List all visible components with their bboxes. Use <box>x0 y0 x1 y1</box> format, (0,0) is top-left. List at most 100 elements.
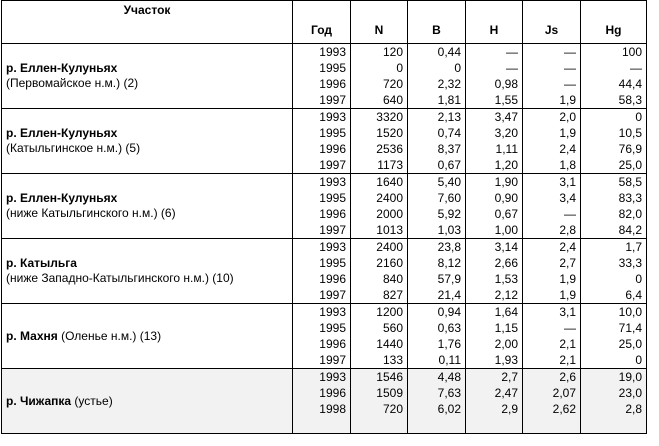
value-h: 3,47 <box>494 110 518 124</box>
value-h: 2,47 <box>494 386 518 400</box>
value-js: 1,9 <box>559 126 576 140</box>
value-h: 1,15 <box>494 321 518 335</box>
value-js: 2,7 <box>559 256 576 270</box>
col-b: 0,44 0 2,32 1,81 <box>407 43 466 109</box>
value-year: 1996 <box>319 272 346 286</box>
site-cell: р. Еллен-Кулуньях (Катыльгинское н.м.) (5… <box>1 108 293 174</box>
value-hg: 58,3 <box>618 93 642 107</box>
col-year: 1993 1995 1996 1997 <box>292 43 351 109</box>
data-table: Участок Год N B H Js Hg р. Еллен-Кулунья… <box>1 0 647 434</box>
value-js: — <box>564 321 576 335</box>
value-hg: 84,2 <box>618 223 642 237</box>
value-hg: 6,4 <box>625 288 642 302</box>
value-h: 2,12 <box>494 288 518 302</box>
value-js: 1,9 <box>559 272 576 286</box>
col-hg: 58,5 83,3 82,0 84,2 <box>580 173 647 239</box>
value-h: 1,64 <box>494 305 518 319</box>
value-year: 1997 <box>319 158 346 172</box>
river-name: р. Еллен-Кулуньях <box>6 61 118 75</box>
header-b: B <box>407 0 466 44</box>
value-js: 3,4 <box>559 191 576 205</box>
value-hg: 1,7 <box>625 240 642 254</box>
value-b: 7,63 <box>437 386 461 400</box>
value-js: 1,8 <box>559 158 576 172</box>
value-js: 3,1 <box>559 305 576 319</box>
value-n: 3320 <box>376 110 403 124</box>
col-js: 2,4 2,7 1,9 1,9 <box>522 238 581 304</box>
col-hg: 19,0 23,0 2,8 <box>580 368 647 434</box>
value-h: 1,00 <box>494 223 518 237</box>
value-year: 1995 <box>319 256 346 270</box>
value-b: 1,81 <box>437 93 461 107</box>
value-year: 1993 <box>319 110 346 124</box>
value-year: 1996 <box>319 207 346 221</box>
value-js: — <box>564 207 576 221</box>
table-row: р. Еллен-Кулуньях (Первомайское н.м.) (2)… <box>1 43 647 109</box>
site-detail: (устье) <box>74 393 113 408</box>
col-h: 3,47 3,20 1,11 1,20 <box>465 108 523 174</box>
value-js: 2,6 <box>559 370 576 384</box>
table-row: р. Еллен-Кулуньях (ниже Катыльгинского н.… <box>1 173 647 239</box>
col-js: — — — 1,9 <box>522 43 581 109</box>
col-h: 3,14 2,66 1,53 2,12 <box>465 238 523 304</box>
value-b: 1,76 <box>437 337 461 351</box>
site-detail: (Катыльгинское н.м.) (5) <box>6 141 141 155</box>
value-h: 2,66 <box>494 256 518 270</box>
header-h: H <box>465 0 523 44</box>
value-hg: 33,3 <box>618 256 642 270</box>
value-n: 840 <box>382 272 403 286</box>
value-js: — <box>564 45 576 59</box>
col-n: 2400 2160 840 827 <box>350 238 408 304</box>
value-hg: 0 <box>635 110 642 124</box>
value-b: 8,12 <box>437 256 461 270</box>
value-b: 0,94 <box>437 305 461 319</box>
value-h: 2,00 <box>494 337 518 351</box>
value-year: 1993 <box>319 305 346 319</box>
value-h: 0,67 <box>494 207 518 221</box>
site-detail: (ниже Западно-Катыльгинского н.м.) (10) <box>6 271 234 285</box>
value-js: 1,9 <box>559 288 576 302</box>
col-js: 3,1 — 2,1 2,1 <box>522 303 581 369</box>
river-name: р. Махня <box>6 328 58 343</box>
col-b: 23,8 8,12 57,9 21,4 <box>407 238 466 304</box>
value-hg: 71,4 <box>618 321 642 335</box>
value-n: 1200 <box>376 305 403 319</box>
table-row: р. Чижапка (устье) 1993 1996 1998 1546 1509 72… <box>1 368 647 434</box>
value-b: 2,13 <box>437 110 461 124</box>
site-detail: (Оленье н.м.) (13) <box>61 328 162 343</box>
site-cell: р. Катыльга (ниже Западно-Катыльгинского … <box>1 238 293 304</box>
value-hg: 100 <box>621 45 642 59</box>
header-site: Участок <box>1 0 293 44</box>
value-js: 2,8 <box>559 223 576 237</box>
value-h: 1,53 <box>494 272 518 286</box>
value-year: 1995 <box>319 321 346 335</box>
value-hg: 25,0 <box>618 337 642 351</box>
value-n: 720 <box>382 402 403 416</box>
col-h: 2,7 2,47 2,9 <box>465 368 523 434</box>
col-n: 1546 1509 720 <box>350 368 408 434</box>
value-n: 2400 <box>376 240 403 254</box>
river-name: р. Чижапка <box>6 393 72 408</box>
value-b: 2,32 <box>437 77 461 91</box>
value-hg: 76,9 <box>618 142 642 156</box>
value-js: 2,4 <box>559 142 576 156</box>
value-js: 2,62 <box>552 402 576 416</box>
river-name: р. Еллен-Кулуньях <box>6 191 118 205</box>
table-row: р. Катыльга (ниже Западно-Катыльгинского … <box>1 238 647 304</box>
value-year: 1993 <box>319 370 346 384</box>
col-year: 1993 1995 1996 1997 <box>292 173 351 239</box>
value-b: 0,44 <box>437 45 461 59</box>
value-h: 0,98 <box>494 77 518 91</box>
value-h: 1,20 <box>494 158 518 172</box>
value-js: 2,1 <box>559 353 576 367</box>
col-n: 120 0 720 640 <box>350 43 408 109</box>
value-hg: 0 <box>635 272 642 286</box>
table-row: р. Махня (Оленье н.м.) (13) 1993 1995 1996 1… <box>1 303 647 369</box>
value-hg: 58,5 <box>618 175 642 189</box>
value-hg: 10,5 <box>618 126 642 140</box>
value-hg: 82,0 <box>618 207 642 221</box>
value-n: 0 <box>396 61 403 75</box>
value-year: 1993 <box>319 240 346 254</box>
col-js: 2,6 2,07 2,62 <box>522 368 581 434</box>
value-n: 1546 <box>376 370 403 384</box>
